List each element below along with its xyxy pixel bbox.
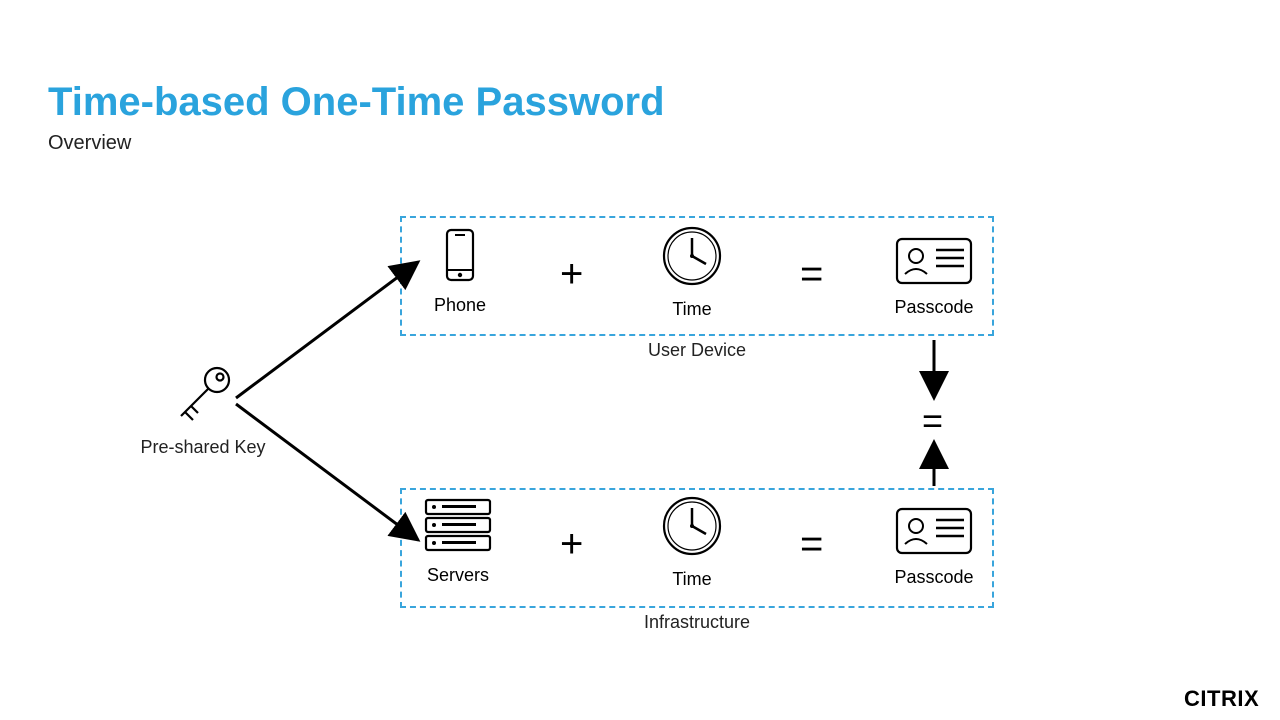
arrow-passcode-bottom-up: [0, 0, 1280, 720]
brand-logo: CITRIX: [1184, 686, 1259, 712]
slide: Time-based One-Time Password Overview Us…: [0, 0, 1280, 720]
equals-center: =: [922, 400, 943, 442]
